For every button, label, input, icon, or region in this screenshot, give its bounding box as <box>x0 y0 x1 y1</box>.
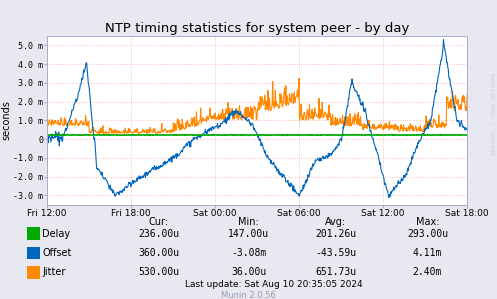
Delay <box>44 133 50 137</box>
Jitter <box>300 118 306 122</box>
Offset <box>440 38 446 42</box>
Jitter <box>407 127 413 131</box>
Text: RRDTOOL / TOBI OETIKER: RRDTOOL / TOBI OETIKER <box>491 72 496 155</box>
Offset <box>288 184 294 187</box>
Delay <box>313 133 319 137</box>
Jitter <box>44 117 50 120</box>
Text: Offset: Offset <box>42 248 72 258</box>
Text: Avg:: Avg: <box>325 217 346 227</box>
Text: Last update: Sat Aug 10 20:35:05 2024: Last update: Sat Aug 10 20:35:05 2024 <box>184 280 362 289</box>
Text: 4.11m: 4.11m <box>413 248 442 258</box>
Delay <box>70 133 76 137</box>
Delay <box>210 133 216 136</box>
Offset <box>407 164 413 167</box>
Y-axis label: seconds: seconds <box>1 100 11 140</box>
Text: Delay: Delay <box>42 228 71 239</box>
Offset <box>44 136 50 140</box>
Text: -3.08m: -3.08m <box>231 248 266 258</box>
Offset <box>70 109 76 112</box>
Text: Munin 2.0.56: Munin 2.0.56 <box>221 291 276 299</box>
Delay <box>300 133 306 137</box>
Jitter <box>313 112 319 116</box>
Jitter <box>289 92 295 95</box>
Line: Jitter: Jitter <box>47 78 467 133</box>
Text: 201.26u: 201.26u <box>315 228 356 239</box>
Text: Max:: Max: <box>415 217 439 227</box>
Line: Offset: Offset <box>47 40 467 198</box>
Title: NTP timing statistics for system peer - by day: NTP timing statistics for system peer - … <box>105 22 410 35</box>
Text: Min:: Min: <box>238 217 259 227</box>
Jitter <box>464 93 470 96</box>
Delay <box>407 133 413 137</box>
Text: 651.73u: 651.73u <box>315 267 356 277</box>
Text: 2.40m: 2.40m <box>413 267 442 277</box>
Offset <box>299 188 305 192</box>
Jitter <box>124 132 130 135</box>
Offset <box>363 109 369 113</box>
Text: 147.00u: 147.00u <box>228 228 269 239</box>
Delay <box>464 133 470 137</box>
Jitter <box>296 77 302 80</box>
Text: 293.00u: 293.00u <box>407 228 448 239</box>
Jitter <box>70 122 76 126</box>
Delay <box>246 134 252 137</box>
Text: 530.00u: 530.00u <box>139 267 179 277</box>
Offset <box>312 161 318 165</box>
Text: -43.59u: -43.59u <box>315 248 356 258</box>
Delay <box>364 133 370 137</box>
Text: Jitter: Jitter <box>42 267 66 277</box>
Text: 36.00u: 36.00u <box>231 267 266 277</box>
Jitter <box>364 125 370 129</box>
Offset <box>386 196 392 199</box>
Text: Cur:: Cur: <box>149 217 169 227</box>
Offset <box>464 127 470 131</box>
Text: 236.00u: 236.00u <box>139 228 179 239</box>
Delay <box>289 133 295 137</box>
Text: 360.00u: 360.00u <box>139 248 179 258</box>
